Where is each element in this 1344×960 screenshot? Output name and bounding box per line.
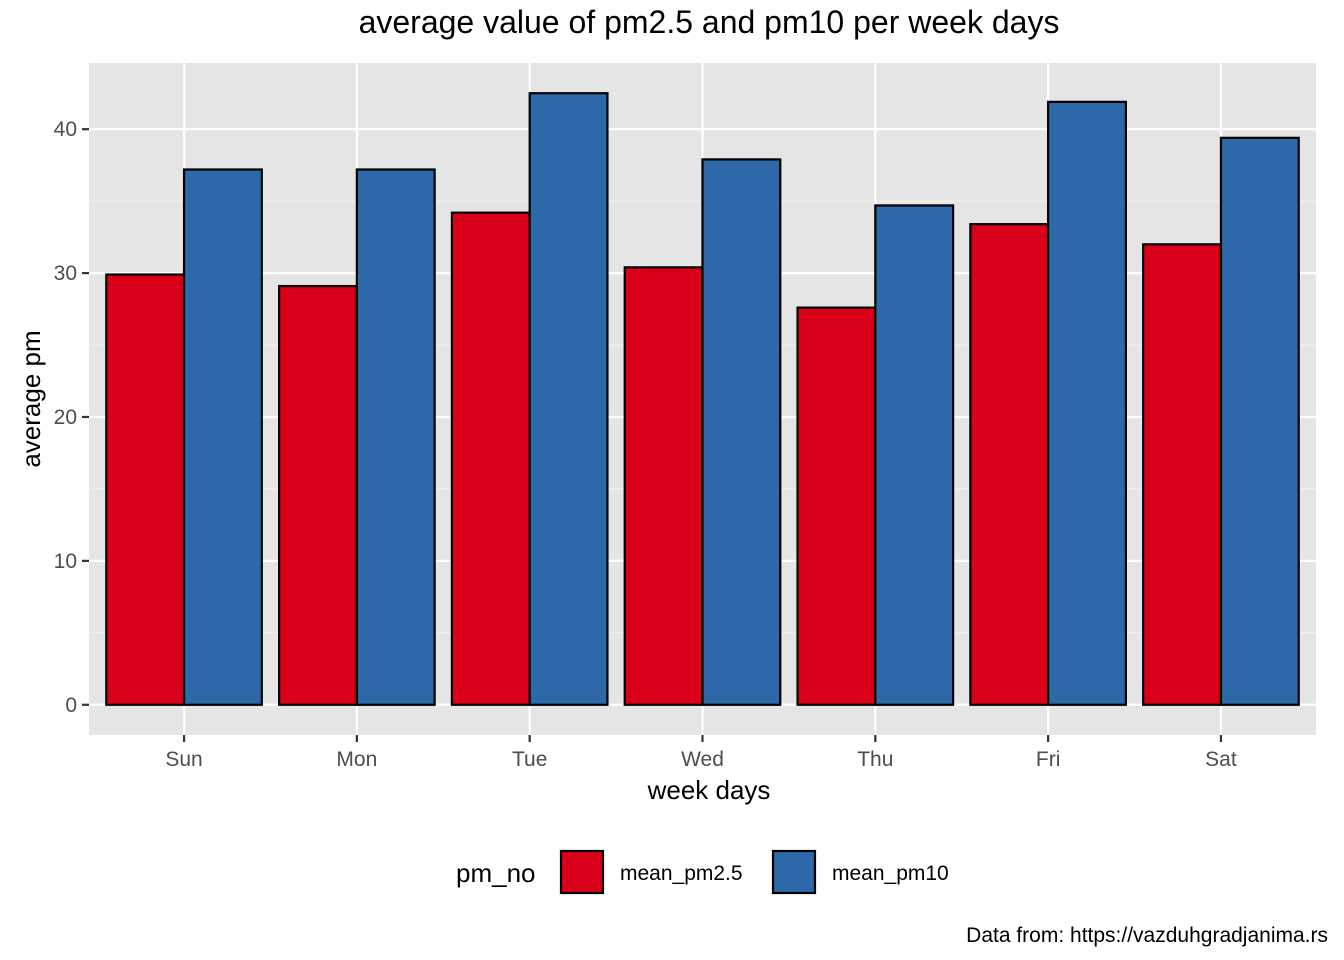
- bar-mean-pm10-wed: [701, 158, 782, 706]
- legend-label-mean-pm25: mean_pm2.5: [620, 862, 743, 885]
- bar-mean-pm10-thu: [874, 204, 955, 706]
- x-tick-label: Tue: [512, 748, 547, 771]
- y-tick-label: 30: [54, 262, 77, 285]
- y-axis: 0 10 20 30 40: [54, 118, 89, 717]
- y-axis-title: average pm: [16, 330, 46, 467]
- chart-caption: Data from: https://vazduhgradjanima.rs: [966, 924, 1328, 947]
- bar-mean-pm10-sat: [1219, 136, 1300, 706]
- bar-mean-pm25-thu: [796, 306, 877, 706]
- bar-mean-pm10-mon: [355, 168, 436, 706]
- chart-title: average value of pm2.5 and pm10 per week…: [359, 4, 1060, 40]
- x-tick-label: Fri: [1036, 748, 1061, 771]
- legend: pm_no mean_pm2.5 mean_pm10: [456, 849, 949, 895]
- bar-mean-pm25-fri: [969, 223, 1050, 706]
- y-tick-label: 40: [54, 118, 77, 141]
- x-axis: Sun Mon Tue Wed Thu Fri Sat: [165, 735, 1237, 771]
- legend-key-mean-pm25: [559, 849, 605, 895]
- x-tick-label: Sat: [1205, 748, 1237, 771]
- bars: [105, 92, 1300, 706]
- x-tick-label: Mon: [336, 748, 377, 771]
- bar-mean-pm25-wed: [623, 266, 704, 706]
- x-axis-title: week days: [647, 775, 771, 805]
- legend-label-mean-pm10: mean_pm10: [832, 862, 949, 885]
- y-tick-label: 20: [54, 406, 77, 429]
- bar-mean-pm25-tue: [450, 211, 531, 706]
- bar-mean-pm25-mon: [277, 284, 358, 706]
- bar-mean-pm25-sun: [105, 273, 186, 706]
- bar-mean-pm10-tue: [528, 92, 609, 706]
- bar-mean-pm10-sun: [182, 168, 263, 706]
- x-tick-label: Sun: [165, 748, 202, 771]
- x-tick-label: Thu: [857, 748, 893, 771]
- bar-mean-pm10-fri: [1047, 100, 1128, 706]
- y-tick-label: 10: [54, 550, 77, 573]
- legend-title: pm_no: [456, 858, 536, 888]
- y-tick-label: 0: [65, 694, 77, 717]
- bar-mean-pm25-sat: [1142, 243, 1223, 706]
- x-tick-label: Wed: [681, 748, 724, 771]
- legend-key-mean-pm10: [771, 849, 817, 895]
